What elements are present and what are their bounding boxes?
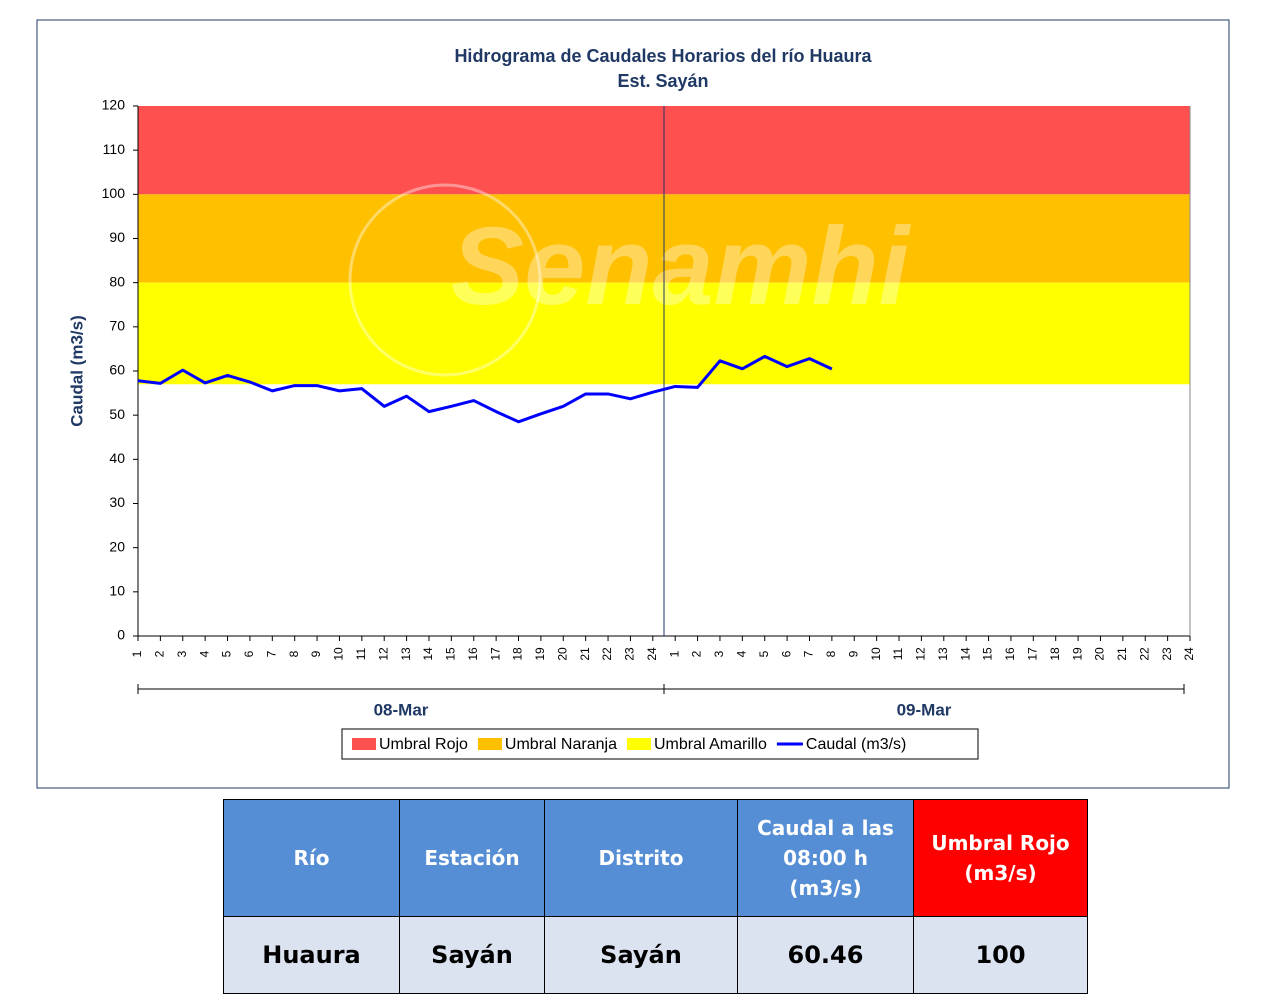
watermark: Senamhi — [451, 205, 912, 328]
legend-label: Caudal (m3/s) — [806, 736, 906, 753]
x-tick-label: 12 — [376, 647, 390, 661]
legend-label: Umbral Naranja — [505, 736, 617, 753]
y-tick-label: 120 — [102, 97, 126, 113]
legend: Umbral Rojo Umbral Naranja Umbral Amarillo… — [341, 728, 979, 760]
x-tick-label: 17 — [1025, 647, 1039, 661]
group-label: 08-Mar — [374, 700, 429, 719]
x-tick-label: 11 — [891, 647, 905, 660]
y-tick-label: 100 — [102, 185, 126, 201]
cell: 100 — [913, 916, 1088, 994]
chart: Hidrograma de Caudales Horarios del río … — [36, 19, 1230, 789]
x-tick-label: 7 — [264, 650, 278, 657]
y-tick-label: 60 — [109, 362, 125, 378]
group-label: 09-Mar — [897, 700, 952, 719]
x-tick-label: 6 — [242, 650, 256, 657]
x-tick-label: 14 — [958, 647, 972, 661]
x-tick-label: 5 — [757, 650, 771, 657]
summary-table: Río Estación Distrito Caudal a las 08:00… — [223, 799, 1088, 994]
x-tick-label: 24 — [1182, 647, 1196, 661]
x-tick-label: 20 — [555, 647, 569, 661]
x-tick-label: 1 — [130, 650, 144, 657]
legend-label: Umbral Rojo — [379, 736, 468, 753]
x-tick-label: 14 — [421, 647, 435, 661]
x-tick-label: 22 — [1137, 647, 1151, 661]
x-tick-label: 5 — [220, 650, 234, 657]
x-tick-label: 2 — [153, 650, 167, 657]
x-tick-label: 9 — [846, 650, 860, 657]
cell: Sayán — [544, 916, 738, 994]
data-row: Huaura Sayán Sayán 60.46 100 — [223, 916, 1088, 994]
series-line — [137, 354, 833, 424]
y-tick-label: 70 — [109, 318, 125, 334]
x-tick-label: 3 — [175, 650, 189, 657]
header-cell: Umbral Rojo (m3/s) — [913, 799, 1088, 917]
x-tick-label: 9 — [309, 650, 323, 657]
x-tick-label: 10 — [332, 647, 346, 661]
chart-subtitle: Est. Sayán — [617, 71, 708, 91]
header-cell: Distrito — [544, 799, 738, 917]
x-tick-label: 4 — [197, 650, 211, 657]
legend-label: Umbral Amarillo — [654, 736, 767, 753]
watermark-sun — [348, 183, 542, 377]
y-tick-label: 0 — [117, 627, 125, 643]
header-cell: Río — [223, 799, 400, 917]
y-tick-label: 80 — [109, 273, 125, 289]
x-tick-label: 13 — [936, 647, 950, 661]
y-tick-label: 20 — [109, 538, 125, 554]
y-tick-label: 110 — [103, 141, 126, 157]
x-tick-label: 18 — [511, 647, 525, 661]
legend-frame — [341, 728, 979, 760]
x-tick-label: 4 — [735, 650, 749, 657]
y-tick-label: 10 — [109, 583, 125, 599]
y-tick-label: 50 — [109, 406, 125, 422]
legend-swatch — [626, 738, 651, 750]
legend-swatch — [477, 738, 502, 750]
x-tick-label: 11 — [354, 647, 368, 660]
x-tick-label: 21 — [578, 647, 592, 661]
y-tick-label: 90 — [109, 229, 125, 245]
x-tick-label: 19 — [533, 647, 547, 661]
x-tick-label: 16 — [1003, 647, 1017, 661]
header-cell: Estación — [399, 799, 545, 917]
legend-swatch — [352, 738, 376, 750]
x-tick-label: 10 — [869, 647, 883, 661]
x-tick-label: 2 — [690, 650, 704, 657]
x-tick-label: 18 — [1048, 647, 1062, 661]
x-tick-label: 19 — [1070, 647, 1084, 661]
x-tick-label: 16 — [466, 647, 480, 661]
x-tick-label: 13 — [399, 647, 413, 661]
header-cell: Caudal a las 08:00 h (m3/s) — [737, 799, 914, 917]
x-tick-label: 15 — [444, 647, 458, 661]
x-tick-label: 17 — [488, 647, 502, 661]
x-tick-label: 23 — [623, 647, 637, 661]
y-axis-label: Caudal (m3/s) — [67, 315, 86, 426]
x-tick-label: 1 — [667, 650, 681, 657]
cell: 60.46 — [737, 916, 914, 994]
x-tick-label: 3 — [712, 650, 726, 657]
header-row: Río Estación Distrito Caudal a las 08:00… — [223, 799, 1088, 917]
y-tick-label: 30 — [109, 494, 125, 510]
x-tick-label: 24 — [645, 647, 659, 661]
x-tick-label: 20 — [1093, 647, 1107, 661]
x-tick-label: 8 — [287, 650, 301, 657]
x-tick-label: 8 — [824, 650, 838, 657]
x-tick-label: 15 — [981, 647, 995, 661]
x-tick-label: 6 — [779, 650, 793, 657]
cell: Sayán — [399, 916, 545, 994]
x-tick-label: 7 — [802, 650, 816, 657]
chart-title: Hidrograma de Caudales Horarios del río … — [454, 46, 872, 66]
x-tick-label: 22 — [600, 647, 614, 661]
y-tick-label: 40 — [109, 450, 125, 466]
cell: Huaura — [223, 916, 400, 994]
x-tick-label: 21 — [1115, 647, 1129, 661]
x-tick-label: 23 — [1160, 647, 1174, 661]
x-tick-label: 12 — [914, 647, 928, 661]
